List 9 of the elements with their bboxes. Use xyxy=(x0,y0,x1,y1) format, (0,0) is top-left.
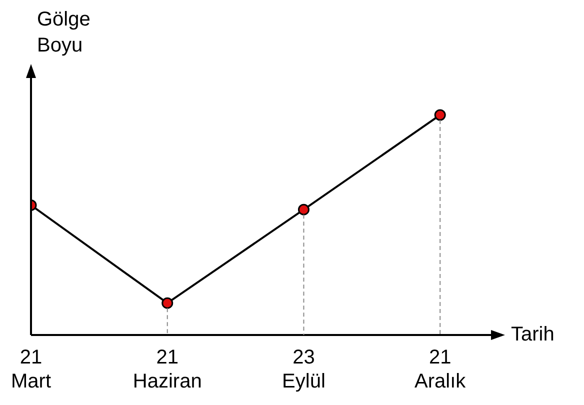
point xyxy=(298,204,310,216)
x-tick-label: 21 Mart xyxy=(11,346,52,393)
x-tick-label: 21 Aralık xyxy=(414,346,467,393)
x-tick-label: 21 Haziran xyxy=(132,346,202,393)
x-tick-label: 23 Eylül xyxy=(282,346,326,393)
point xyxy=(162,297,174,309)
x-axis-title: Tarih xyxy=(511,324,554,346)
y-axis-title: Gölge Boyu xyxy=(37,8,90,57)
point xyxy=(434,109,446,121)
